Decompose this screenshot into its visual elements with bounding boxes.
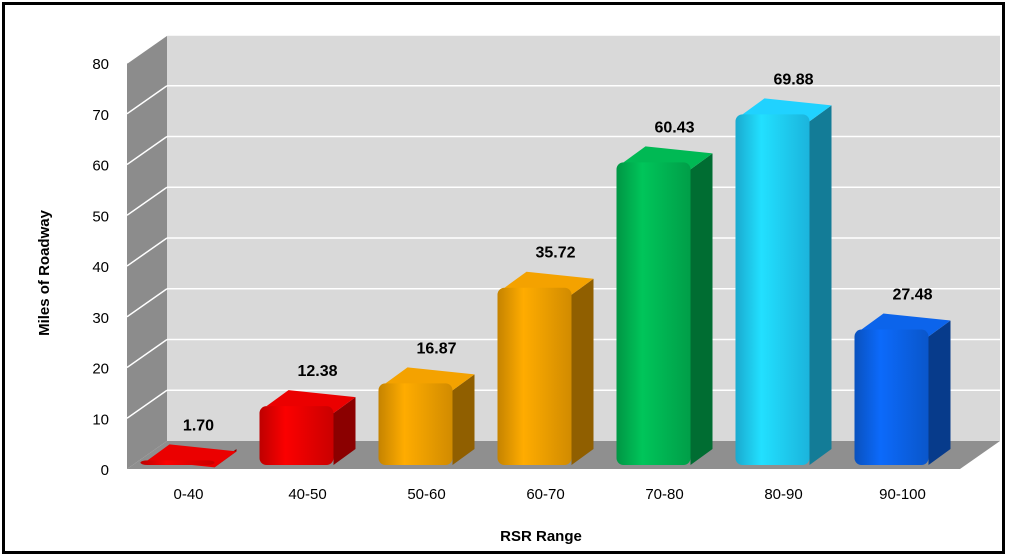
y-axis-ticks: 0 10 20 30 40 50 60 70 80: [92, 56, 109, 479]
bar-front: [735, 114, 810, 465]
bar-front: [378, 383, 453, 465]
bar-front: [616, 162, 691, 465]
x-tick-label: 50-60: [407, 486, 445, 503]
x-tick-label: 90-100: [879, 486, 926, 503]
bar-front: [497, 287, 572, 465]
data-label: 35.72: [535, 245, 575, 262]
data-label: 27.48: [892, 287, 932, 304]
data-label: 16.87: [416, 340, 456, 357]
gridline-side: [126, 237, 168, 267]
gridline-side: [126, 288, 168, 318]
bar-80-90: [735, 98, 832, 465]
data-label: 12.38: [297, 363, 337, 380]
bar-chart: 0 10 20 30 40 50 60 70 80 1.70 12.38 16.87 35.72 60.…: [36, 34, 1000, 545]
bar-70-80: [616, 146, 713, 465]
bar-side: [333, 397, 356, 465]
bar-50-60: [378, 367, 475, 465]
gridline-side: [126, 389, 168, 419]
gridline-side: [126, 135, 168, 166]
x-axis-label: RSR Range: [500, 528, 582, 545]
y-tick-label: 70: [92, 107, 109, 124]
x-tick-label: 80-90: [764, 486, 802, 503]
y-tick-label: 40: [92, 259, 109, 276]
x-axis-ticks: 0-40 40-50 50-60 60-70 70-80 80-90 90-100: [173, 486, 925, 503]
x-tick-label: 70-80: [645, 486, 683, 503]
y-tick-label: 50: [92, 208, 109, 225]
data-label: 1.70: [183, 417, 214, 434]
y-tick-label: 80: [92, 56, 109, 73]
bar-0-40: [140, 444, 237, 468]
y-axis-label: Miles of Roadway: [36, 209, 53, 336]
x-tick-label: 0-40: [173, 486, 203, 503]
y-tick-label: 60: [92, 158, 109, 175]
gridline-side: [126, 85, 168, 115]
bar-side: [928, 320, 951, 465]
gridlines: [126, 34, 1000, 419]
bar-front: [259, 406, 334, 465]
y-tick-label: 20: [92, 361, 109, 378]
gridline-side: [126, 34, 168, 64]
data-label: 69.88: [773, 71, 813, 88]
data-label: 60.43: [654, 119, 694, 136]
x-tick-label: 40-50: [288, 486, 326, 503]
bar-40-50: [259, 390, 356, 465]
bar-side: [809, 105, 832, 465]
x-tick-label: 60-70: [526, 486, 564, 503]
y-tick-label: 30: [92, 310, 109, 327]
bar-front: [854, 329, 929, 465]
bar-side: [452, 374, 475, 465]
bars: 1.70 12.38 16.87 35.72 60.43 69.88 27.48: [140, 71, 951, 468]
bar-90-100: [854, 313, 951, 465]
gridline-side: [126, 186, 168, 216]
y-tick-label: 0: [101, 462, 109, 479]
bar-side: [690, 153, 713, 465]
bar-60-70: [497, 271, 594, 465]
y-tick-label: 10: [92, 411, 109, 428]
bar-front: [140, 460, 215, 465]
bar-side: [571, 278, 594, 465]
gridline-side: [126, 338, 168, 369]
